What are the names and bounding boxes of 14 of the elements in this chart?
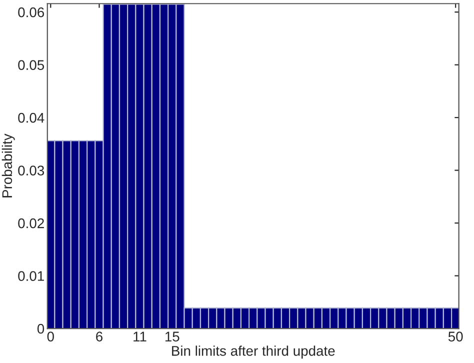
y-tick-label: 0.05: [18, 60, 44, 70]
y-tick-label: 0.04: [18, 112, 44, 123]
y-tick-label: 0.01: [18, 271, 44, 281]
y-tick-label: 0.03: [18, 166, 44, 176]
y-axis-title: Probability: [2, 134, 15, 198]
x-tick-label: 6: [96, 332, 102, 342]
y-tick-label: 0.02: [18, 218, 44, 228]
x-axis-title: Bin limits after third update: [172, 346, 335, 359]
y-tick-label: 0.06: [18, 7, 44, 18]
x-tick-label: 15: [165, 332, 180, 342]
x-tick-label: 0: [47, 332, 54, 342]
x-tick-label: 50: [448, 332, 463, 342]
x-tick-label: 11: [134, 332, 146, 342]
y-tick-label: 0: [37, 324, 44, 334]
